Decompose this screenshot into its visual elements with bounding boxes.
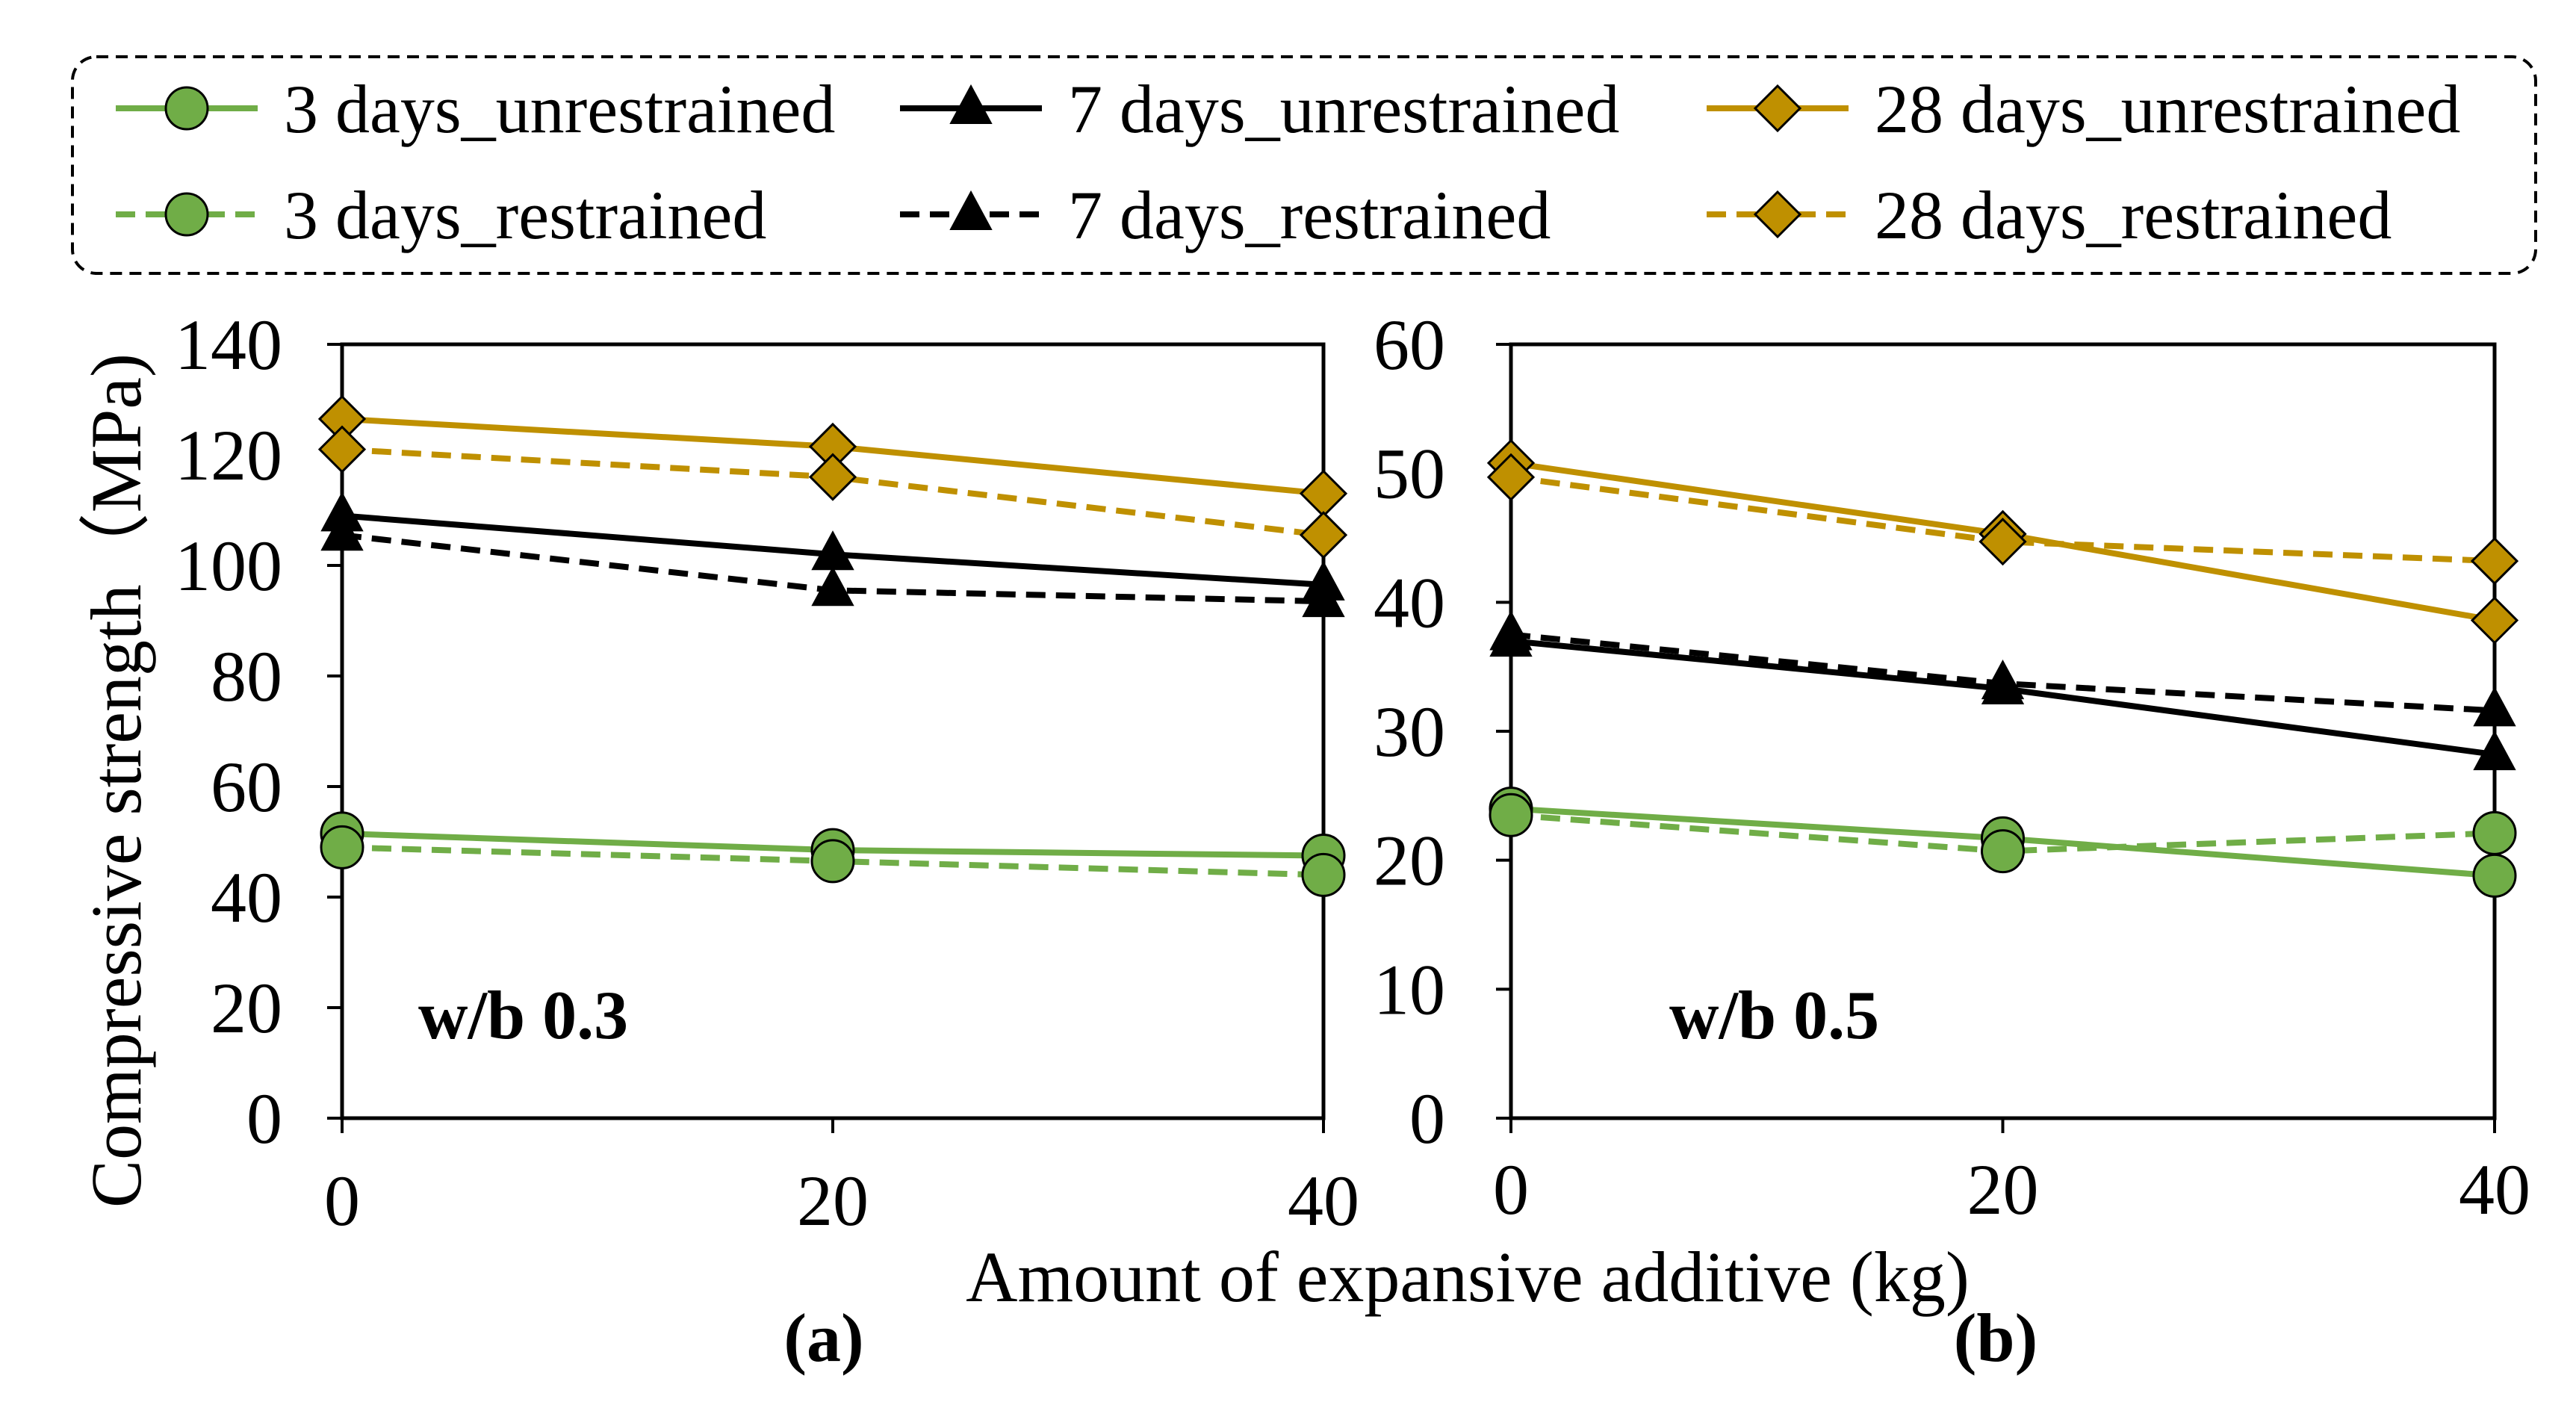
point-3-days-restrained-1 — [810, 839, 855, 884]
panel-label-b: (b) — [1954, 1300, 2037, 1376]
y-tick-label: 80 — [211, 636, 282, 716]
legend-item-28-days-restrained: 28 days_restrained — [1707, 177, 2392, 253]
legend-marker-triangle — [949, 84, 993, 124]
point-3-days-restrained-2 — [2472, 810, 2517, 855]
legend-label: 3 days_unrestrained — [284, 71, 835, 147]
point-3-days-restrained-2 — [1301, 852, 1346, 897]
legend: 3 days_unrestrained 7 days_unrestrained 28… — [116, 71, 2460, 253]
y-tick-label: 10 — [1374, 949, 1445, 1029]
y-tick-label: 60 — [1374, 305, 1445, 385]
plot-frame — [1509, 342, 2497, 1120]
point-28-days-unrestrained-2 — [1299, 469, 1348, 518]
point-28-days-restrained-1 — [808, 453, 857, 501]
wb-annotation: w/b 0.3 — [418, 977, 628, 1053]
panel-a: 0 20 40 60 80 100 120 140 0 20 40 w/b 0.3 — [175, 305, 1359, 1241]
y-tick-label: 30 — [1374, 692, 1445, 772]
legend-marker-circle — [164, 192, 209, 237]
x-tick-label: 20 — [1967, 1150, 2039, 1229]
y-tick-label: 40 — [211, 857, 282, 937]
legend-marker-triangle — [949, 190, 993, 230]
legend-item-7-days-unrestrained: 7 days_unrestrained — [900, 71, 1619, 147]
y-tick-label: 120 — [175, 415, 282, 495]
legend-item-3-days-restrained: 3 days_restrained — [116, 177, 766, 253]
legend-label: 7 days_unrestrained — [1068, 71, 1619, 147]
point-28-days-restrained-1 — [1978, 518, 2027, 566]
y-tick-label: 0 — [246, 1079, 282, 1159]
point-7-days-restrained-0 — [1489, 610, 1533, 651]
y-tick-label: 50 — [1374, 434, 1445, 514]
point-7-days-restrained-1 — [1981, 660, 2025, 700]
y-tick-label: 40 — [1374, 562, 1445, 642]
point-7-days-restrained-0 — [320, 511, 364, 551]
point-3-days-restrained-1 — [1981, 829, 2025, 874]
legend-label: 28 days_restrained — [1875, 177, 2392, 253]
x-tick-label: 20 — [797, 1161, 869, 1241]
panel-label-a: (a) — [783, 1300, 863, 1376]
x-tick-label: 0 — [1493, 1150, 1529, 1229]
point-28-days-restrained-0 — [317, 425, 367, 474]
y-tick-label: 60 — [211, 747, 282, 827]
point-7-days-restrained-2 — [1302, 577, 1345, 618]
legend-marker-diamond — [1753, 190, 1802, 239]
legend-box — [71, 55, 2537, 275]
legend-label: 28 days_unrestrained — [1875, 71, 2460, 147]
point-28-days-restrained-2 — [2470, 536, 2519, 586]
legend-label: 7 days_restrained — [1068, 177, 1551, 253]
point-7-days-restrained-1 — [811, 566, 854, 607]
point-28-days-unrestrained-2 — [2470, 596, 2519, 645]
y-tick-label: 20 — [211, 968, 282, 1048]
y-axis-title: Compressive strength（MPa) — [76, 353, 156, 1208]
x-tick-label: 40 — [2459, 1150, 2530, 1229]
y-tick-label: 20 — [1374, 821, 1445, 901]
wb-annotation: w/b 0.5 — [1669, 977, 1879, 1053]
legend-item-3-days-unrestrained: 3 days_unrestrained — [116, 71, 835, 147]
legend-marker-diamond — [1753, 84, 1802, 133]
legend-marker-circle — [164, 86, 209, 131]
legend-label: 3 days_restrained — [284, 177, 766, 253]
x-axis-title: Amount of expansive additive (kg) — [966, 1237, 1970, 1317]
point-7-days-unrestrained-2 — [2473, 730, 2516, 771]
y-tick-label: 100 — [175, 526, 282, 606]
legend-item-7-days-restrained: 7 days_restrained — [900, 177, 1551, 253]
x-tick-label: 40 — [1288, 1161, 1359, 1241]
x-tick-label: 0 — [324, 1161, 360, 1241]
point-3-days-restrained-0 — [1489, 793, 1533, 837]
y-tick-label: 140 — [175, 305, 282, 385]
legend-item-28-days-unrestrained: 28 days_unrestrained — [1707, 71, 2460, 147]
point-28-days-restrained-2 — [1299, 511, 1348, 559]
point-28-days-restrained-0 — [1486, 453, 1536, 501]
point-3-days-restrained-0 — [320, 825, 364, 869]
point-3-days-unrestrained-2 — [2472, 853, 2517, 898]
point-7-days-restrained-2 — [2473, 686, 2516, 727]
panel-b: 0 10 20 30 40 50 60 0 20 40 w/b 0.5 — [1374, 305, 2530, 1229]
y-tick-label: 0 — [1409, 1079, 1445, 1159]
